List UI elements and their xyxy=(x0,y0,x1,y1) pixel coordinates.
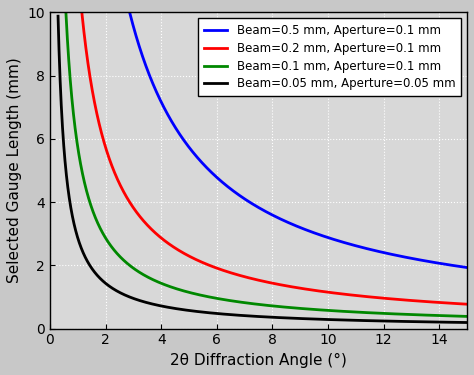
Beam=0.05 mm, Aperture=0.05 mm xyxy=(456,320,461,325)
Beam=0.2 mm, Aperture=0.1 mm xyxy=(464,302,470,306)
Beam=0.5 mm, Aperture=0.1 mm xyxy=(306,229,312,233)
Beam=0.1 mm, Aperture=0.1 mm xyxy=(183,290,189,294)
Beam=0.1 mm, Aperture=0.1 mm xyxy=(206,295,212,299)
Legend: Beam=0.5 mm, Aperture=0.1 mm, Beam=0.2 mm, Aperture=0.1 mm, Beam=0.1 mm, Apertur: Beam=0.5 mm, Aperture=0.1 mm, Beam=0.2 m… xyxy=(198,18,461,96)
Beam=0.2 mm, Aperture=0.1 mm xyxy=(256,278,262,282)
Beam=0.2 mm, Aperture=0.1 mm xyxy=(283,284,289,288)
Line: Beam=0.5 mm, Aperture=0.1 mm: Beam=0.5 mm, Aperture=0.1 mm xyxy=(130,13,467,267)
Beam=0.2 mm, Aperture=0.1 mm xyxy=(219,268,225,272)
X-axis label: 2θ Diffraction Angle (°): 2θ Diffraction Angle (°) xyxy=(170,353,347,368)
Beam=0.5 mm, Aperture=0.1 mm xyxy=(146,72,152,77)
Beam=0.5 mm, Aperture=0.1 mm xyxy=(219,180,225,184)
Beam=0.5 mm, Aperture=0.1 mm xyxy=(464,265,470,270)
Beam=0.05 mm, Aperture=0.05 mm xyxy=(332,318,338,322)
Line: Beam=0.2 mm, Aperture=0.1 mm: Beam=0.2 mm, Aperture=0.1 mm xyxy=(82,13,467,304)
Beam=0.2 mm, Aperture=0.1 mm xyxy=(79,11,85,16)
Beam=0.05 mm, Aperture=0.05 mm xyxy=(112,287,118,292)
Beam=0.1 mm, Aperture=0.1 mm xyxy=(120,257,126,262)
Beam=0.05 mm, Aperture=0.05 mm xyxy=(82,254,88,259)
Beam=0.5 mm, Aperture=0.1 mm xyxy=(459,264,465,269)
Line: Beam=0.1 mm, Aperture=0.1 mm: Beam=0.1 mm, Aperture=0.1 mm xyxy=(66,13,467,316)
Y-axis label: Selected Gauge Length (mm): Selected Gauge Length (mm) xyxy=(7,58,22,284)
Beam=0.5 mm, Aperture=0.1 mm xyxy=(127,10,133,15)
Beam=0.2 mm, Aperture=0.1 mm xyxy=(331,291,337,295)
Line: Beam=0.05 mm, Aperture=0.05 mm: Beam=0.05 mm, Aperture=0.05 mm xyxy=(58,16,467,322)
Beam=0.2 mm, Aperture=0.1 mm xyxy=(211,265,217,269)
Beam=0.1 mm, Aperture=0.1 mm xyxy=(417,313,423,317)
Beam=0.05 mm, Aperture=0.05 mm xyxy=(464,320,470,325)
Beam=0.2 mm, Aperture=0.1 mm xyxy=(263,280,269,284)
Beam=0.05 mm, Aperture=0.05 mm xyxy=(55,14,61,18)
Beam=0.05 mm, Aperture=0.05 mm xyxy=(130,296,136,300)
Beam=0.1 mm, Aperture=0.1 mm xyxy=(187,290,192,295)
Beam=0.1 mm, Aperture=0.1 mm xyxy=(63,11,69,16)
Beam=0.5 mm, Aperture=0.1 mm xyxy=(447,262,452,267)
Beam=0.05 mm, Aperture=0.05 mm xyxy=(65,188,71,192)
Beam=0.5 mm, Aperture=0.1 mm xyxy=(192,153,198,158)
Beam=0.1 mm, Aperture=0.1 mm xyxy=(436,313,442,318)
Beam=0.1 mm, Aperture=0.1 mm xyxy=(464,314,470,319)
